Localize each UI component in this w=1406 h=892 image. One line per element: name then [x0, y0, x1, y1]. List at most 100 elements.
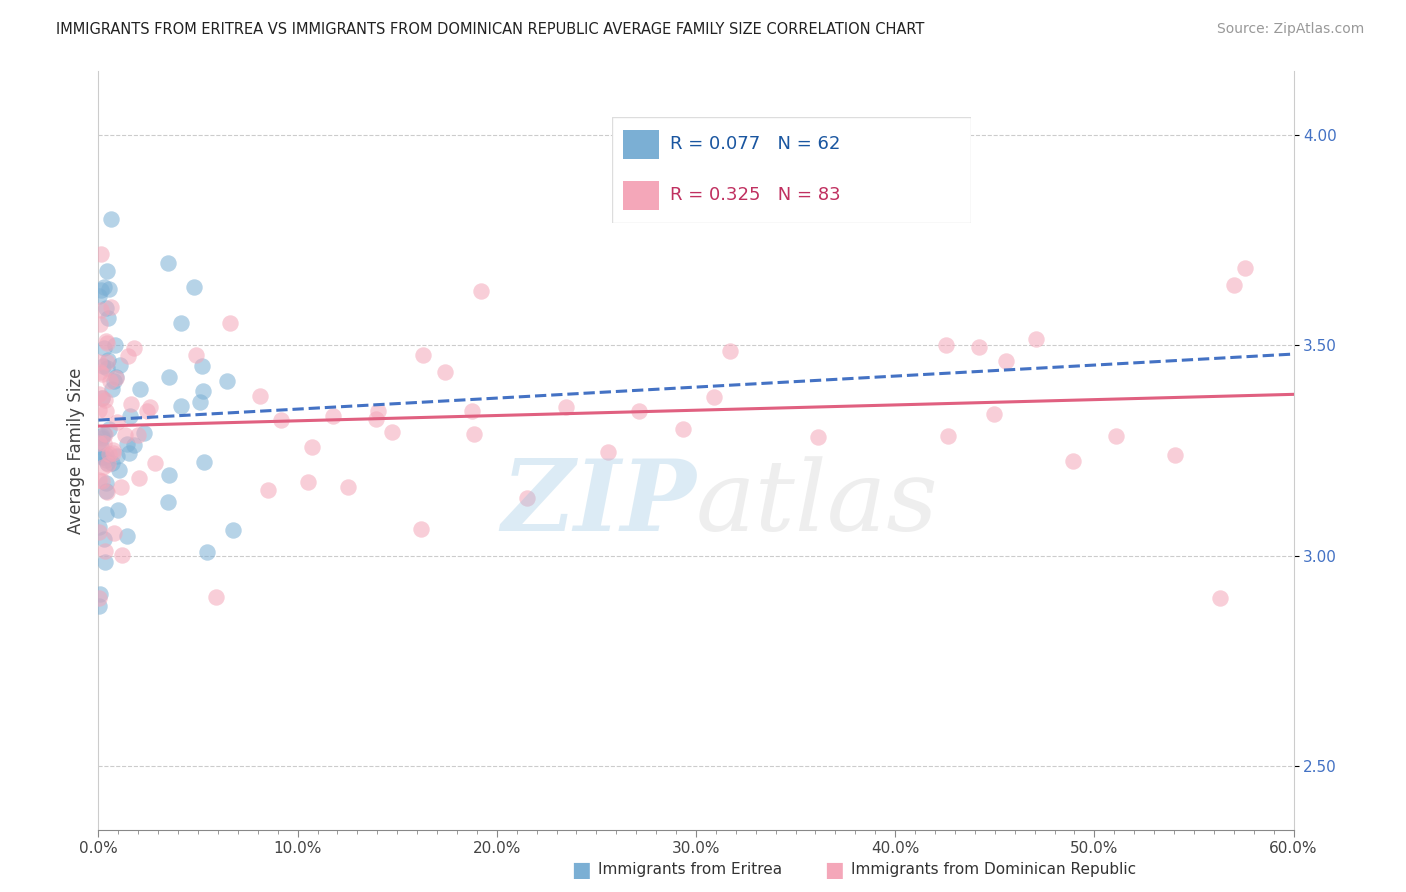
Point [108, 358, 131, 372]
Point [90, 391, 112, 405]
Point [93, 427, 115, 442]
Point [470, 284, 492, 298]
Point [87, 387, 110, 401]
Point [89, 519, 111, 533]
Point [219, 316, 242, 330]
Point [105, 370, 128, 384]
Point [434, 365, 457, 379]
Point [96, 476, 118, 491]
Point [97, 353, 120, 368]
Point [364, 411, 387, 425]
Text: ■: ■ [824, 860, 844, 880]
Point [301, 440, 323, 454]
Point [94, 484, 117, 499]
Point [215, 374, 238, 388]
Point [97, 422, 120, 436]
Point [90, 303, 112, 318]
Point [97, 458, 120, 472]
Text: Source: ZipAtlas.com: Source: ZipAtlas.com [1216, 22, 1364, 37]
Point [89, 434, 111, 449]
Point [93, 427, 115, 442]
Point [93, 341, 115, 355]
Point [157, 370, 180, 384]
Point [117, 349, 139, 363]
Point [104, 338, 127, 352]
Point [89, 599, 111, 613]
Point [143, 456, 166, 470]
Point [1025, 332, 1047, 346]
Point [193, 455, 215, 469]
Point [94, 393, 117, 408]
Point [93, 280, 115, 294]
Point [96, 355, 118, 369]
Point [87, 289, 110, 303]
Point [91, 450, 114, 464]
Text: Immigrants from Eritrea: Immigrants from Eritrea [598, 863, 782, 877]
Point [122, 438, 145, 452]
Point [463, 426, 485, 441]
Point [90, 247, 112, 261]
Point [336, 480, 359, 494]
Point [994, 354, 1017, 368]
Point [105, 415, 128, 429]
Point [129, 382, 152, 396]
Point [115, 529, 138, 543]
Point [1209, 591, 1232, 605]
Point [89, 365, 111, 379]
Point [98, 446, 121, 460]
Point [516, 491, 538, 505]
Point [935, 338, 957, 352]
Point [114, 427, 136, 442]
Point [718, 343, 741, 358]
Point [91, 429, 114, 443]
Point [87, 355, 110, 369]
Point [205, 590, 228, 604]
Point [104, 369, 127, 384]
Point [555, 401, 578, 415]
Point [128, 471, 150, 485]
Point [249, 389, 271, 403]
Point [120, 397, 142, 411]
Point [100, 300, 122, 314]
Point [256, 483, 278, 498]
Point [105, 449, 128, 463]
Point [101, 446, 124, 460]
Point [93, 450, 115, 464]
Point [91, 367, 114, 381]
Point [270, 413, 292, 427]
Point [672, 422, 695, 436]
Point [91, 359, 114, 374]
Point [107, 463, 129, 477]
Point [139, 400, 162, 414]
Point [170, 399, 193, 413]
Point [628, 404, 651, 418]
Point [90, 440, 112, 454]
Point [96, 404, 118, 418]
Point [100, 211, 122, 226]
Point [94, 543, 117, 558]
Point [110, 480, 132, 494]
Point [94, 453, 117, 467]
Point [122, 342, 145, 356]
Point [190, 359, 212, 373]
Point [91, 431, 114, 445]
Point [135, 403, 157, 417]
Point [596, 445, 619, 459]
Point [461, 404, 484, 418]
Text: ZIP: ZIP [501, 455, 696, 552]
Point [91, 459, 114, 474]
Point [98, 282, 121, 296]
Point [96, 456, 118, 470]
Text: atlas: atlas [696, 456, 939, 551]
Point [93, 436, 115, 450]
Point [120, 409, 142, 423]
Point [96, 301, 118, 316]
Point [90, 392, 112, 406]
Point [132, 426, 155, 441]
Point [367, 403, 389, 417]
Point [1062, 454, 1084, 468]
Y-axis label: Average Family Size: Average Family Size [66, 368, 84, 533]
Point [89, 587, 111, 601]
Point [89, 591, 111, 605]
Point [184, 348, 207, 362]
